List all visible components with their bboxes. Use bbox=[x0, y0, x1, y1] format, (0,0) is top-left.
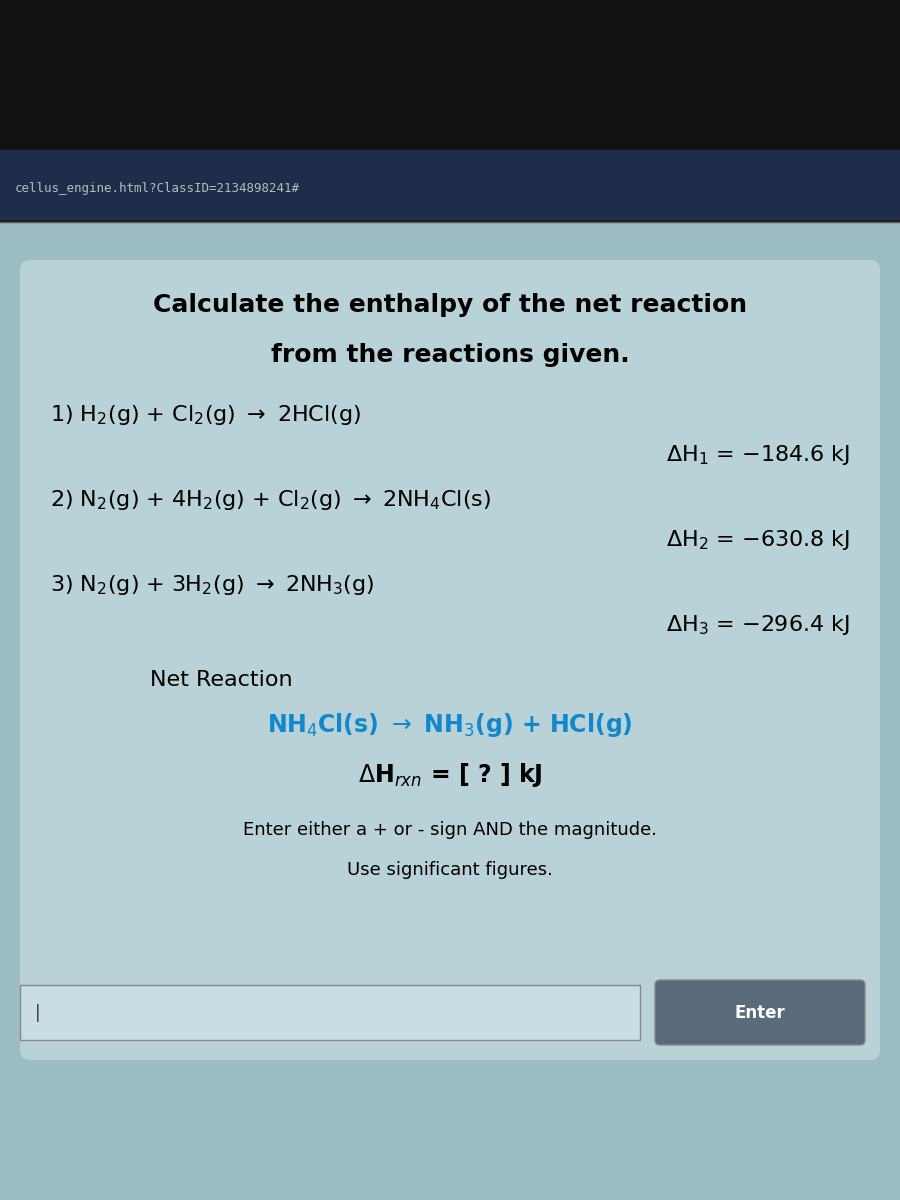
FancyBboxPatch shape bbox=[0, 0, 900, 150]
Text: Calculate the enthalpy of the net reaction: Calculate the enthalpy of the net reacti… bbox=[153, 293, 747, 317]
Text: NH$_4$Cl(s) $\rightarrow$ NH$_3$(g) + HCl(g): NH$_4$Cl(s) $\rightarrow$ NH$_3$(g) + HC… bbox=[267, 710, 633, 739]
FancyBboxPatch shape bbox=[0, 222, 900, 1200]
Text: $\Delta$H$_{rxn}$ = [ ? ] kJ: $\Delta$H$_{rxn}$ = [ ? ] kJ bbox=[357, 761, 543, 790]
Text: Enter: Enter bbox=[734, 1003, 786, 1021]
Text: $\Delta$H$_1$ = $-$184.6 kJ: $\Delta$H$_1$ = $-$184.6 kJ bbox=[666, 443, 850, 467]
Text: Net Reaction: Net Reaction bbox=[150, 670, 292, 690]
Text: $\Delta$H$_2$ = $-$630.8 kJ: $\Delta$H$_2$ = $-$630.8 kJ bbox=[667, 528, 850, 552]
FancyBboxPatch shape bbox=[0, 222, 900, 1200]
FancyBboxPatch shape bbox=[20, 260, 880, 1060]
Text: 1) H$_2$(g) + Cl$_2$(g) $\rightarrow$ 2HCl(g): 1) H$_2$(g) + Cl$_2$(g) $\rightarrow$ 2H… bbox=[50, 403, 361, 427]
Text: Enter either a + or - sign AND the magnitude.: Enter either a + or - sign AND the magni… bbox=[243, 821, 657, 839]
Text: Use significant figures.: Use significant figures. bbox=[347, 862, 553, 878]
Text: |: | bbox=[35, 1003, 40, 1021]
Text: 3) N$_2$(g) + 3H$_2$(g) $\rightarrow$ 2NH$_3$(g): 3) N$_2$(g) + 3H$_2$(g) $\rightarrow$ 2N… bbox=[50, 572, 374, 596]
Text: cellus_engine.html?ClassID=2134898241#: cellus_engine.html?ClassID=2134898241# bbox=[15, 181, 300, 194]
Text: 2) N$_2$(g) + 4H$_2$(g) + Cl$_2$(g) $\rightarrow$ 2NH$_4$Cl(s): 2) N$_2$(g) + 4H$_2$(g) + Cl$_2$(g) $\ri… bbox=[50, 488, 491, 512]
FancyBboxPatch shape bbox=[20, 985, 640, 1040]
FancyBboxPatch shape bbox=[0, 150, 900, 220]
Text: from the reactions given.: from the reactions given. bbox=[271, 343, 629, 367]
FancyBboxPatch shape bbox=[655, 980, 865, 1045]
Text: $\Delta$H$_3$ = $-$296.4 kJ: $\Delta$H$_3$ = $-$296.4 kJ bbox=[666, 613, 850, 637]
